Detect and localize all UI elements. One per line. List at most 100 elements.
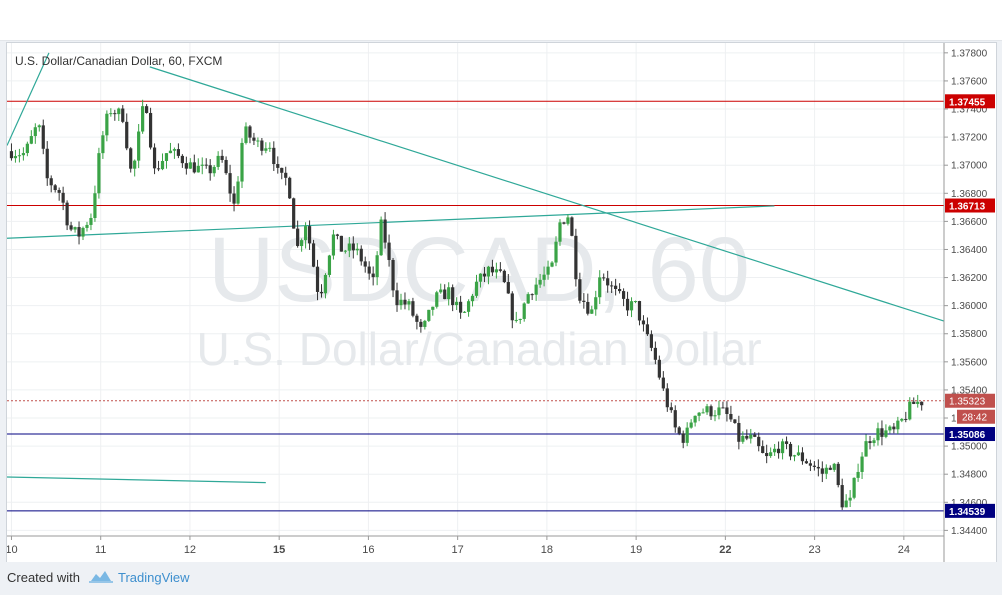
candle-body — [824, 467, 828, 474]
candle-body — [288, 177, 292, 199]
candle-body — [276, 164, 280, 168]
candle-body — [765, 453, 769, 457]
candle-body — [9, 151, 14, 159]
candle-body — [645, 324, 650, 335]
candle-body — [145, 106, 149, 113]
candle-body — [65, 202, 69, 226]
watermark-name: U.S. Dollar/Canadian Dollar — [196, 323, 761, 375]
y-tick-label: 1.36800 — [951, 189, 988, 200]
candle-body — [558, 222, 562, 242]
candle-body — [427, 309, 431, 321]
candle-body — [77, 227, 81, 237]
candle-body — [81, 227, 85, 237]
candle-body — [510, 293, 514, 321]
candle-body — [685, 427, 689, 443]
y-tick-label: 1.37200 — [951, 133, 988, 144]
candle-body — [784, 441, 789, 444]
candle-body — [621, 291, 626, 299]
candle-body — [749, 434, 753, 439]
candle-body — [172, 149, 177, 151]
candle-body — [280, 167, 284, 173]
candle-body — [876, 428, 880, 441]
candle-body — [192, 162, 196, 173]
candle-body — [633, 301, 638, 303]
candle-body — [272, 147, 276, 165]
trendline — [7, 476, 266, 484]
candle-body — [840, 485, 844, 508]
candle-body — [387, 242, 391, 260]
y-tick-label: 1.34400 — [951, 526, 988, 537]
y-tick-label: 1.36600 — [951, 217, 988, 228]
candle-body — [753, 434, 757, 437]
candle-body — [920, 401, 924, 406]
candle-body — [502, 270, 506, 283]
level-price-tag-label: 1.36713 — [949, 202, 986, 213]
candle-body — [236, 181, 240, 204]
candle-body — [725, 407, 729, 414]
candle-body — [407, 301, 411, 305]
candle-body — [804, 461, 809, 464]
candle-body — [57, 190, 61, 193]
tradingview-logo-icon[interactable] — [89, 568, 113, 584]
candle-body — [816, 466, 820, 469]
time-axis[interactable]: 10 11 12 15 16 17 18 19 22 23 24 — [7, 536, 910, 556]
candle-body — [546, 266, 550, 275]
candle-body — [248, 126, 252, 138]
candle-body — [85, 224, 89, 228]
x-tick-label: 12 — [184, 544, 196, 556]
candle-body — [184, 163, 188, 169]
candle-body — [498, 269, 502, 271]
candle-body — [788, 443, 793, 457]
candle-body — [709, 406, 713, 417]
candle-body — [37, 125, 41, 128]
candle-body — [41, 125, 45, 149]
x-tick-label: 16 — [362, 544, 374, 556]
candle-body — [637, 301, 642, 321]
candle-body — [474, 281, 479, 296]
candle-body — [713, 415, 717, 417]
candle-body — [204, 164, 208, 166]
candle-body — [133, 160, 137, 169]
candle-body — [109, 113, 113, 115]
level-price-tag-label: 1.35086 — [949, 430, 986, 441]
candle-body — [717, 407, 721, 416]
level-price-tag — [945, 427, 995, 442]
candle-body — [156, 168, 161, 170]
x-tick-label: 11 — [95, 544, 106, 556]
chart-area[interactable]: USDCAD, 60 U.S. Dollar/Canadian Dollar 1… — [6, 42, 997, 564]
candle-body — [13, 156, 18, 159]
candle-body — [916, 401, 920, 404]
candle-body — [832, 463, 836, 470]
candle-body — [606, 278, 610, 286]
candle-body — [836, 463, 840, 486]
candle-body — [490, 266, 495, 273]
candle-body — [522, 303, 526, 319]
candle-body — [97, 153, 101, 194]
x-tick-label: 22 — [719, 544, 731, 556]
candle-body — [900, 418, 904, 421]
trendline — [7, 52, 50, 146]
price-chart[interactable]: USDCAD, 60 U.S. Dollar/Canadian Dollar 1… — [7, 43, 996, 563]
candle-body — [614, 285, 618, 290]
candle-body — [284, 172, 288, 178]
watermark: USDCAD, 60 U.S. Dollar/Canadian Dollar — [196, 219, 761, 375]
tradingview-link[interactable]: TradingView — [118, 570, 190, 585]
candle-body — [311, 243, 316, 267]
candle-body — [689, 422, 693, 428]
candle-body — [371, 273, 375, 278]
y-tick-label: 1.36200 — [951, 273, 988, 284]
candle-body — [776, 448, 781, 454]
candle-body — [860, 456, 864, 472]
candle-body — [455, 301, 459, 306]
countdown-tag-label: 28:42 — [962, 413, 987, 424]
candle-body — [538, 279, 542, 285]
candle-body — [673, 410, 677, 428]
x-tick-label: 18 — [541, 544, 553, 556]
level-price-tag — [945, 503, 995, 518]
price-axis[interactable]: 1.37800 1.37600 1.37400 1.37200 1.37000 1.368… — [944, 48, 988, 537]
trendlines — [7, 52, 945, 484]
candle-body — [884, 430, 888, 437]
candle-body — [101, 135, 105, 154]
level-price-tag — [945, 94, 995, 109]
candle-body — [164, 153, 169, 161]
